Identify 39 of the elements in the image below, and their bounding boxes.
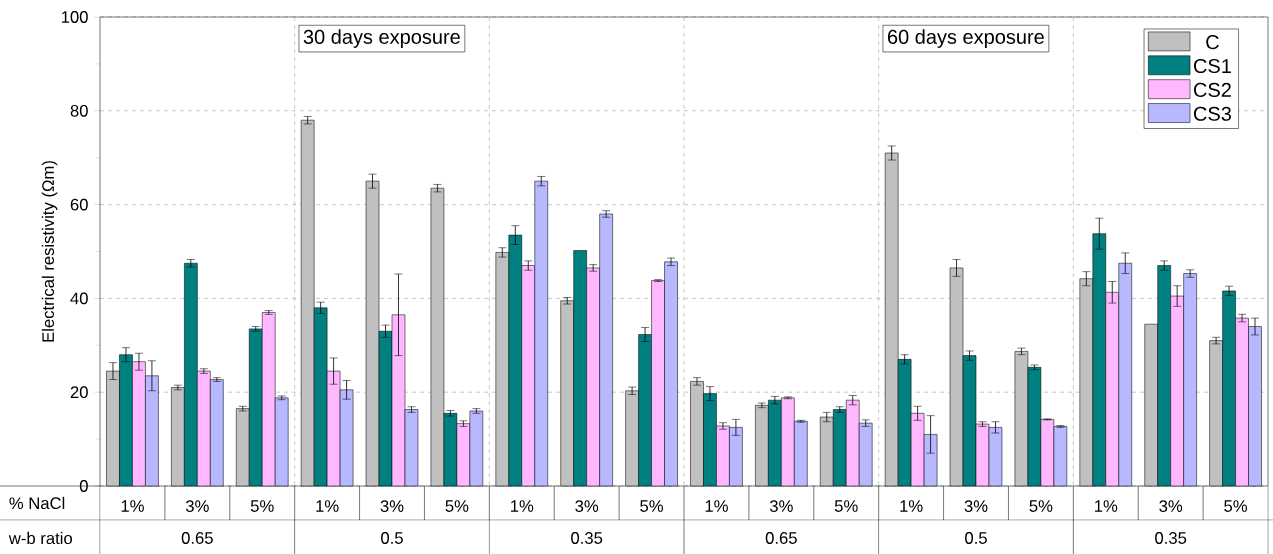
x-tick-label: 3% bbox=[575, 500, 599, 512]
x-tick-label: 1% bbox=[705, 500, 728, 512]
text: w-b ratio bbox=[8, 531, 73, 545]
x-tick-label: 1% bbox=[121, 500, 144, 512]
y-tick-label: 100 bbox=[61, 11, 88, 23]
x-tick-label: 3% bbox=[769, 500, 793, 512]
y-axis-title: Electrical resistivity (Ωm) bbox=[41, 161, 58, 342]
x-tick-label: 5% bbox=[445, 500, 469, 512]
legend-label: CS2 bbox=[1194, 82, 1231, 97]
legend-label: CS3 bbox=[1194, 106, 1231, 121]
x-tick-label: 1% bbox=[511, 500, 534, 512]
x-tick-label: 3% bbox=[185, 500, 209, 512]
x-tick-label: 5% bbox=[1224, 500, 1248, 512]
text: 0.5 bbox=[965, 532, 987, 544]
text: 0.65 bbox=[765, 532, 797, 544]
y-tick-label: 60 bbox=[70, 198, 88, 211]
x-tick-label: 5% bbox=[834, 500, 858, 512]
text: 0.65 bbox=[181, 532, 213, 544]
annotation: 60 days exposure bbox=[887, 29, 1044, 48]
legend-label: C bbox=[1206, 35, 1219, 50]
text: % NaCl bbox=[9, 496, 65, 510]
x-tick-label: 5% bbox=[640, 500, 664, 512]
y-tick-label: 40 bbox=[70, 292, 88, 305]
x-tick-label: 5% bbox=[250, 500, 274, 512]
text: 0.5 bbox=[381, 532, 403, 544]
y-tick-label: 0 bbox=[79, 480, 88, 492]
x-tick-label: 1% bbox=[316, 500, 339, 512]
text: 0.35 bbox=[571, 532, 603, 544]
annotation: 30 days exposure bbox=[303, 29, 460, 48]
x-tick-label: 1% bbox=[900, 500, 923, 512]
x-tick-label: 1% bbox=[1095, 500, 1118, 512]
x-tick-label: 3% bbox=[1159, 500, 1183, 512]
x-tick-label: 3% bbox=[964, 500, 988, 512]
legend-label: CS1 bbox=[1194, 58, 1231, 74]
y-tick-label: 20 bbox=[70, 386, 88, 399]
x-tick-label: 3% bbox=[380, 500, 404, 512]
y-tick-label: 80 bbox=[70, 104, 88, 117]
text: 0.35 bbox=[1155, 532, 1187, 544]
x-tick-label: 5% bbox=[1029, 500, 1053, 512]
